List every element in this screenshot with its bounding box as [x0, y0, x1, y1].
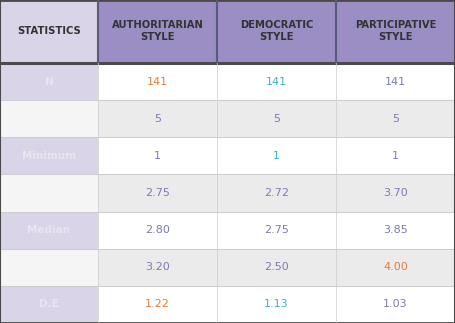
Bar	[217, 174, 336, 212]
Bar	[336, 286, 455, 323]
Bar	[0, 249, 98, 286]
Bar	[217, 137, 336, 174]
Text: 1: 1	[273, 151, 280, 161]
Bar	[98, 212, 217, 249]
Text: AUTHORITARIAN
STYLE: AUTHORITARIAN STYLE	[111, 20, 203, 43]
Bar	[0, 100, 98, 137]
Text: Minimum: Minimum	[22, 151, 76, 161]
Bar	[98, 63, 217, 100]
Bar	[0, 0, 98, 63]
Text: 5: 5	[154, 114, 161, 124]
Text: 1: 1	[154, 151, 161, 161]
Text: 3.70: 3.70	[383, 188, 408, 198]
Bar	[98, 0, 217, 63]
Text: 2.75: 2.75	[145, 188, 170, 198]
Text: 3.20: 3.20	[145, 262, 170, 272]
Bar	[0, 63, 98, 100]
Bar	[217, 249, 336, 286]
Text: Mean: Mean	[33, 188, 65, 198]
Text: DEMOCRATIC
STYLE: DEMOCRATIC STYLE	[240, 20, 313, 43]
Bar	[336, 63, 455, 100]
Bar	[217, 212, 336, 249]
Text: D.E: D.E	[39, 299, 59, 309]
Bar	[217, 100, 336, 137]
Text: 2.50: 2.50	[264, 262, 289, 272]
Text: 4.00: 4.00	[383, 262, 408, 272]
Text: 2.80: 2.80	[145, 225, 170, 235]
Text: Median: Median	[27, 225, 71, 235]
Text: 5: 5	[392, 114, 399, 124]
Text: 2.72: 2.72	[264, 188, 289, 198]
Text: 1: 1	[392, 151, 399, 161]
Text: 5: 5	[273, 114, 280, 124]
Bar	[336, 100, 455, 137]
Text: Maximum: Maximum	[20, 114, 77, 124]
Text: 141: 141	[147, 77, 168, 87]
Text: 141: 141	[385, 77, 406, 87]
Bar	[336, 249, 455, 286]
Bar	[98, 286, 217, 323]
Text: 1.03: 1.03	[383, 299, 408, 309]
Bar	[217, 286, 336, 323]
Bar	[0, 174, 98, 212]
Text: 2.75: 2.75	[264, 225, 289, 235]
Text: 3.85: 3.85	[383, 225, 408, 235]
Bar	[98, 174, 217, 212]
Bar	[98, 100, 217, 137]
Bar	[98, 249, 217, 286]
Text: 1.13: 1.13	[264, 299, 289, 309]
Bar	[336, 212, 455, 249]
Text: N: N	[45, 77, 53, 87]
Bar	[336, 0, 455, 63]
Bar	[217, 63, 336, 100]
Bar	[336, 137, 455, 174]
Text: 1.22: 1.22	[145, 299, 170, 309]
Bar	[98, 137, 217, 174]
Text: Mode: Mode	[33, 262, 65, 272]
Bar	[0, 137, 98, 174]
Text: STATISTICS: STATISTICS	[17, 26, 81, 36]
Bar	[217, 0, 336, 63]
Text: 141: 141	[266, 77, 287, 87]
Text: PARTICIPATIVE
STYLE: PARTICIPATIVE STYLE	[355, 20, 436, 43]
Bar	[0, 212, 98, 249]
Bar	[336, 174, 455, 212]
Bar	[0, 286, 98, 323]
